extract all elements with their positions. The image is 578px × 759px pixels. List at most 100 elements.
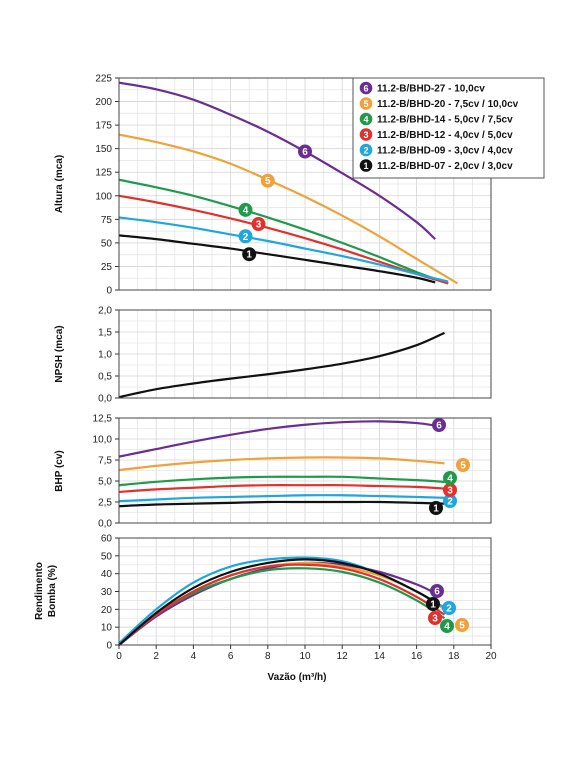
curve-marker-number: 1 (430, 600, 436, 611)
curve-marker-circle (456, 458, 470, 472)
series-line-2 (118, 494, 445, 503)
x-tick-label: 2 (153, 651, 159, 662)
y-tick-label: 0 (106, 641, 112, 652)
curve-marker-circle (455, 618, 469, 632)
y-tick-label: 2,5 (98, 498, 112, 509)
y-tick-label: 20 (101, 605, 113, 616)
npsh-series (118, 331, 445, 399)
curve-marker-circle (440, 619, 454, 633)
y-tick-label: 0,0 (98, 519, 112, 530)
series-line-6 (118, 81, 436, 240)
curve-marker-number: 6 (436, 421, 442, 432)
curve-marker-1: 1 (242, 247, 257, 262)
curve-marker-2: 2 (238, 229, 253, 244)
y-tick-label: 60 (101, 534, 113, 545)
curve-marker-3: 3 (443, 483, 457, 497)
legend-marker-number: 6 (363, 83, 368, 93)
curve-marker-6: 6 (432, 418, 446, 432)
y-tick-label: 150 (95, 144, 112, 155)
legend-box (352, 77, 545, 179)
legend-label: 11.2-B/BHD-20 - 7,5cv / 10,0cv (377, 99, 519, 110)
series-line-npsh (118, 331, 445, 399)
series-line-3 (118, 484, 445, 494)
curve-marker-circle (443, 494, 457, 508)
curve-marker-circle (432, 418, 446, 432)
legend-marker (359, 97, 373, 110)
legend-marker (359, 81, 373, 95)
x-tick-label: 4 (191, 651, 197, 662)
curve-marker-number: 3 (256, 220, 262, 231)
legend-label: 11.2-B/BHD-27 - 10,0cv (377, 84, 485, 95)
y-tick-label: 100 (95, 191, 112, 202)
curve-marker-number: 6 (434, 587, 440, 598)
x-tick-label: 20 (485, 651, 497, 662)
series-line-6 (118, 420, 436, 458)
x-tick-label: 6 (228, 651, 234, 662)
curve-marker-4: 4 (440, 619, 454, 633)
series-line-4 (118, 178, 449, 285)
y-tick-label: 10 (101, 623, 113, 634)
x-tick-label: 0 (116, 651, 122, 662)
npsh-plot-frame (118, 309, 492, 399)
legend-item-5: 5 11.2-B/BHD-20 - 7,5cv / 10,0cv (359, 97, 519, 110)
legend-item-1: 1 11.2-B/BHD-07 - 2,0cv / 3,0cv (359, 159, 513, 172)
y-tick-label: 7,5 (98, 456, 112, 467)
curve-marker-4: 4 (443, 471, 457, 485)
curve-marker-6: 6 (298, 144, 312, 159)
curve-marker-3: 3 (428, 611, 442, 625)
y-tick-label: 40 (101, 569, 113, 580)
curve-marker-number: 5 (265, 176, 271, 187)
series-line-6 (118, 561, 436, 646)
curve-marker-circle (298, 144, 312, 159)
x-tick-label: 10 (299, 651, 311, 662)
curve-marker-1: 1 (429, 501, 443, 515)
legend-marker-number: 5 (363, 99, 368, 109)
curve-marker-circle (238, 229, 253, 244)
legend-label: 11.2-B/BHD-14 - 5,0cv / 7,5cv (377, 115, 513, 126)
bhp-y-ticks: 0,0 2,5 5,0 7,5 10,0 12,5 (93, 414, 119, 530)
series-line-3 (118, 194, 449, 285)
series-line-1 (118, 234, 436, 284)
altura-y-axis-label: Altura (mca) (54, 155, 65, 213)
x-axis-ticks: 0 2 4 6 8 10 12 14 16 18 20 (116, 645, 497, 662)
curve-marker-number: 3 (432, 614, 438, 625)
legend-item-6: 6 11.2-B/BHD-27 - 10,0cv (359, 81, 485, 95)
y-tick-label: 12,5 (93, 414, 113, 425)
series-line-5 (118, 133, 459, 285)
curve-marker-circle (238, 202, 253, 217)
y-tick-label: 0,5 (98, 372, 112, 383)
curve-marker-circle (242, 247, 257, 262)
bhp-series (118, 420, 445, 508)
legend-marker-number: 2 (363, 145, 368, 155)
series-line-4 (118, 475, 445, 487)
curve-marker-number: 2 (243, 232, 249, 243)
series-line-1 (118, 558, 436, 646)
y-tick-label: 75 (101, 215, 113, 226)
y-tick-label: 5,0 (98, 477, 112, 488)
curve-marker-circle (430, 584, 444, 598)
altura-curve-markers: 6 5 432 1 (238, 144, 312, 262)
curve-marker-5: 5 (456, 458, 470, 472)
curve-marker-number: 2 (446, 604, 452, 615)
series-line-2 (118, 216, 449, 283)
legend-item-4: 4 11.2-B/BHD-14 - 5,0cv / 7,5cv (359, 112, 513, 126)
curve-marker-number: 3 (447, 486, 453, 497)
series-line-1 (118, 500, 445, 508)
legend-marker (359, 128, 373, 141)
y-tick-label: 10,0 (93, 435, 113, 446)
x-tick-label: 12 (337, 651, 349, 662)
curve-marker-number: 1 (246, 250, 252, 261)
x-tick-label: 14 (374, 651, 386, 662)
y-tick-label: 25 (101, 262, 113, 273)
rendimento-series (118, 556, 446, 646)
legend-marker (359, 112, 373, 126)
altura-series (118, 81, 459, 285)
y-tick-label: 225 (95, 74, 112, 85)
curve-marker-6: 6 (430, 584, 444, 598)
y-tick-label: 2,0 (98, 306, 112, 317)
legend-item-3: 3 11.2-B/BHD-12 - 4,0cv / 5,0cv (359, 128, 513, 141)
y-tick-label: 125 (95, 168, 112, 179)
series-line-5 (118, 456, 445, 472)
legend-item-2: 2 11.2-B/BHD-09 - 3,0cv / 4,0cv (359, 143, 513, 157)
